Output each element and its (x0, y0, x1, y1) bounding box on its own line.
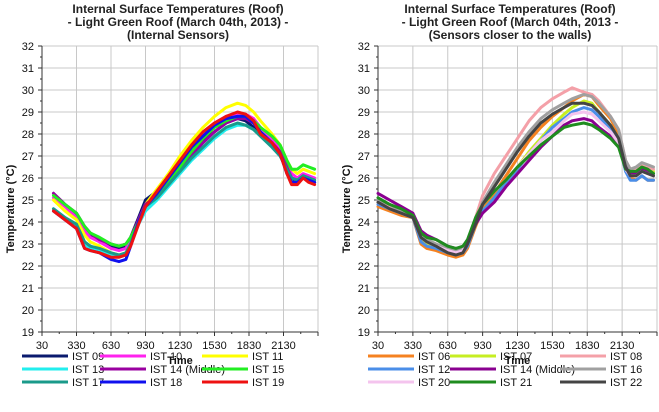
y-tick-label: 22 (358, 261, 370, 273)
legend-label: IST 14 (Middle) (150, 364, 225, 376)
x-tick-label: 2130 (610, 340, 634, 352)
x-tick-label: 1530 (540, 340, 564, 352)
x-tick-label: 330 (404, 340, 422, 352)
series-line-ist-19 (52, 110, 317, 259)
legend-label: IST 22 (610, 377, 642, 389)
y-tick-label: 21 (22, 283, 34, 295)
y-tick-label: 28 (358, 129, 370, 141)
y-tick-label: 20 (22, 305, 34, 317)
y-tick-label: 31 (358, 63, 370, 75)
legend-label: IST 10 (150, 351, 182, 363)
x-tick-label: 1230 (505, 340, 529, 352)
y-tick-label: 23 (358, 239, 370, 251)
y-tick-label: 30 (358, 85, 370, 97)
chart-1: Internal Surface Temperatures (Roof)- Li… (5, 2, 319, 389)
x-axis-label: Time (505, 355, 530, 367)
y-axis-label: Temperature (°C) (5, 164, 17, 253)
chart-2: Internal Surface Temperatures (Roof)- Li… (341, 2, 658, 389)
y-tick-label: 26 (22, 173, 34, 185)
y-tick-label: 31 (22, 63, 34, 75)
legend-label: IST 17 (72, 377, 104, 389)
y-tick-label: 26 (358, 173, 370, 185)
y-tick-label: 25 (22, 195, 34, 207)
x-tick-label: 30 (372, 340, 384, 352)
legend-label: IST 21 (500, 377, 532, 389)
y-tick-label: 24 (358, 217, 370, 229)
y-axis-label: Temperature (°C) (341, 164, 353, 253)
chart-title-line: (Sensors closer to the walls) (429, 28, 592, 42)
y-tick-label: 27 (358, 151, 370, 163)
series-line-ist-22 (376, 101, 655, 257)
y-tick-label: 25 (358, 195, 370, 207)
legend-label: IST 16 (610, 364, 642, 376)
y-tick-label: 28 (22, 129, 34, 141)
series-line-ist-10 (52, 112, 317, 253)
x-axis-label: Time (167, 355, 192, 367)
y-tick-label: 27 (22, 151, 34, 163)
x-tick-label: 330 (67, 340, 85, 352)
chart-title-line: (Internal Sensors) (127, 28, 229, 42)
x-tick-label: 1230 (168, 340, 192, 352)
chart-title-line: - Light Green Roof (March 04th, 2013 - (402, 15, 619, 29)
y-tick-label: 32 (22, 41, 34, 53)
series-line-ist-11 (52, 101, 317, 257)
x-tick-label: 1830 (575, 340, 599, 352)
x-tick-label: 1830 (237, 340, 261, 352)
x-tick-label: 630 (102, 340, 120, 352)
x-tick-label: 930 (136, 340, 154, 352)
x-tick-label: 30 (36, 340, 48, 352)
y-tick-label: 29 (358, 107, 370, 119)
y-tick-label: 19 (22, 327, 34, 339)
y-tick-label: 29 (22, 107, 34, 119)
legend-label: IST 06 (418, 351, 450, 363)
legend-label: IST 14 (Middle) (500, 364, 575, 376)
y-tick-label: 32 (358, 41, 370, 53)
x-tick-label: 930 (473, 340, 491, 352)
legend-label: IST 13 (72, 364, 104, 376)
y-tick-label: 22 (22, 261, 34, 273)
y-tick-label: 30 (22, 85, 34, 97)
y-tick-label: 21 (358, 283, 370, 295)
y-tick-label: 24 (22, 217, 34, 229)
chart-title-line: Internal Surface Temperatures (Roof) (72, 2, 283, 16)
y-tick-label: 19 (358, 327, 370, 339)
chart-title-line: - Light Green Roof (March 04th, 2013) - (68, 15, 289, 29)
legend-label: IST 07 (500, 351, 532, 363)
legend-label: IST 18 (150, 377, 182, 389)
y-tick-label: 23 (22, 239, 34, 251)
legend-label: IST 11 (252, 351, 283, 363)
legend-label: IST 12 (418, 364, 450, 376)
chart-title-line: Internal Surface Temperatures (Roof) (404, 2, 615, 16)
legend-label: IST 08 (610, 351, 642, 363)
series-line-ist-15 (52, 114, 317, 248)
legend-label: IST 09 (72, 351, 104, 363)
series-line-ist-16 (376, 92, 655, 253)
x-tick-label: 1530 (202, 340, 226, 352)
y-tick-label: 20 (358, 305, 370, 317)
legend-label: IST 20 (418, 377, 450, 389)
x-tick-label: 630 (439, 340, 457, 352)
legend-label: IST 15 (252, 364, 284, 376)
x-tick-label: 2130 (271, 340, 295, 352)
legend-label: IST 19 (252, 377, 284, 389)
